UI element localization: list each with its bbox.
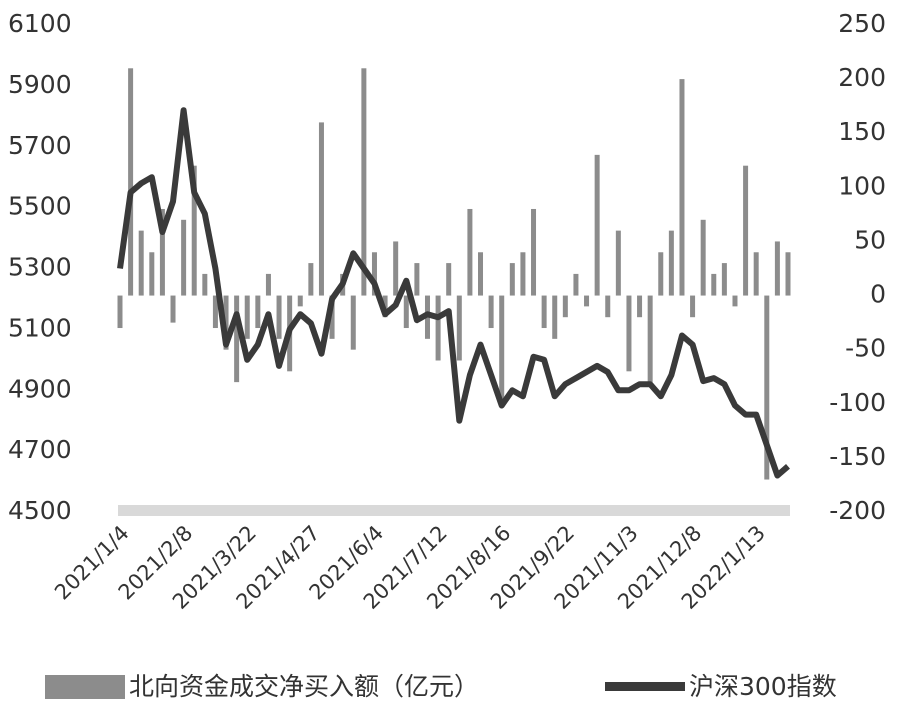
y-tick-label: 5100 (8, 313, 72, 342)
line (117, 107, 790, 479)
y-tick-label: 5500 (8, 192, 72, 221)
bar (128, 68, 134, 296)
bar (223, 295, 229, 350)
bar (562, 295, 568, 318)
y2-tick-label: 150 (838, 117, 886, 146)
bar (170, 295, 176, 323)
bar (711, 273, 717, 296)
bar (234, 295, 240, 383)
y-tick-label: 5300 (8, 253, 72, 282)
y-tick-label: 4700 (8, 435, 72, 464)
bar (318, 122, 324, 296)
bar (573, 273, 579, 296)
bar (753, 252, 759, 296)
bar (393, 241, 399, 296)
bar (626, 295, 632, 372)
bar (531, 208, 537, 296)
x-axis-band (118, 505, 790, 516)
bar (541, 295, 547, 329)
bar (191, 165, 197, 296)
bar (520, 252, 526, 296)
y2-tick-label: 200 (838, 63, 886, 92)
bar (658, 252, 664, 296)
bar (594, 154, 600, 296)
bar (456, 295, 462, 361)
bar (138, 230, 144, 296)
y2-tick-label: -200 (829, 496, 886, 525)
y2-tick-label: 50 (854, 225, 886, 254)
legend-label: 沪深300指数 (689, 672, 837, 701)
bar (149, 252, 155, 296)
y-tick-label: 5900 (8, 70, 72, 99)
bar (732, 295, 738, 307)
y2-tick-label: 100 (838, 171, 886, 200)
bar (668, 230, 674, 296)
bar (774, 241, 780, 296)
bar (647, 295, 653, 383)
bar (690, 295, 696, 318)
bar (159, 208, 165, 296)
bar (499, 295, 505, 404)
bar (212, 295, 218, 329)
bar (414, 263, 420, 296)
bar (721, 263, 727, 296)
y2-tick-label: -100 (829, 388, 886, 417)
bar (255, 295, 261, 329)
legend-label: 北向资金成交净买入额（亿元） (129, 672, 479, 701)
bar (743, 165, 749, 296)
bar (371, 252, 377, 296)
bar (605, 295, 611, 318)
bar (276, 295, 282, 339)
legend-swatch (605, 682, 685, 691)
bar (403, 295, 409, 329)
bar (308, 263, 314, 296)
y-tick-label: 6100 (8, 9, 72, 38)
y2-tick-label: -50 (845, 334, 886, 363)
bar (700, 219, 706, 296)
bar (244, 295, 250, 339)
bar (446, 263, 452, 296)
bar (584, 295, 590, 307)
bar (435, 295, 441, 361)
y-tick-label: 5700 (8, 131, 72, 160)
bar (478, 252, 484, 296)
y2-tick-label: 0 (870, 280, 886, 309)
bar (467, 208, 473, 296)
bar (764, 295, 770, 480)
bar (117, 295, 123, 329)
bar (637, 295, 643, 318)
bar (509, 263, 515, 296)
bar (202, 273, 208, 296)
bar (265, 273, 271, 296)
bar (181, 219, 187, 296)
legend-swatch (45, 675, 125, 699)
bar (350, 295, 356, 350)
y2-tick-label: 250 (838, 9, 886, 38)
y2-tick-label: -150 (829, 442, 886, 471)
bar (785, 252, 791, 296)
y-tick-label: 4900 (8, 374, 72, 403)
bar (552, 295, 558, 339)
bar (679, 79, 685, 296)
bar (297, 295, 303, 307)
bar (329, 295, 335, 339)
y-tick-label: 4500 (8, 496, 72, 525)
bar (488, 295, 494, 329)
bar (361, 68, 367, 296)
bar (615, 230, 621, 296)
